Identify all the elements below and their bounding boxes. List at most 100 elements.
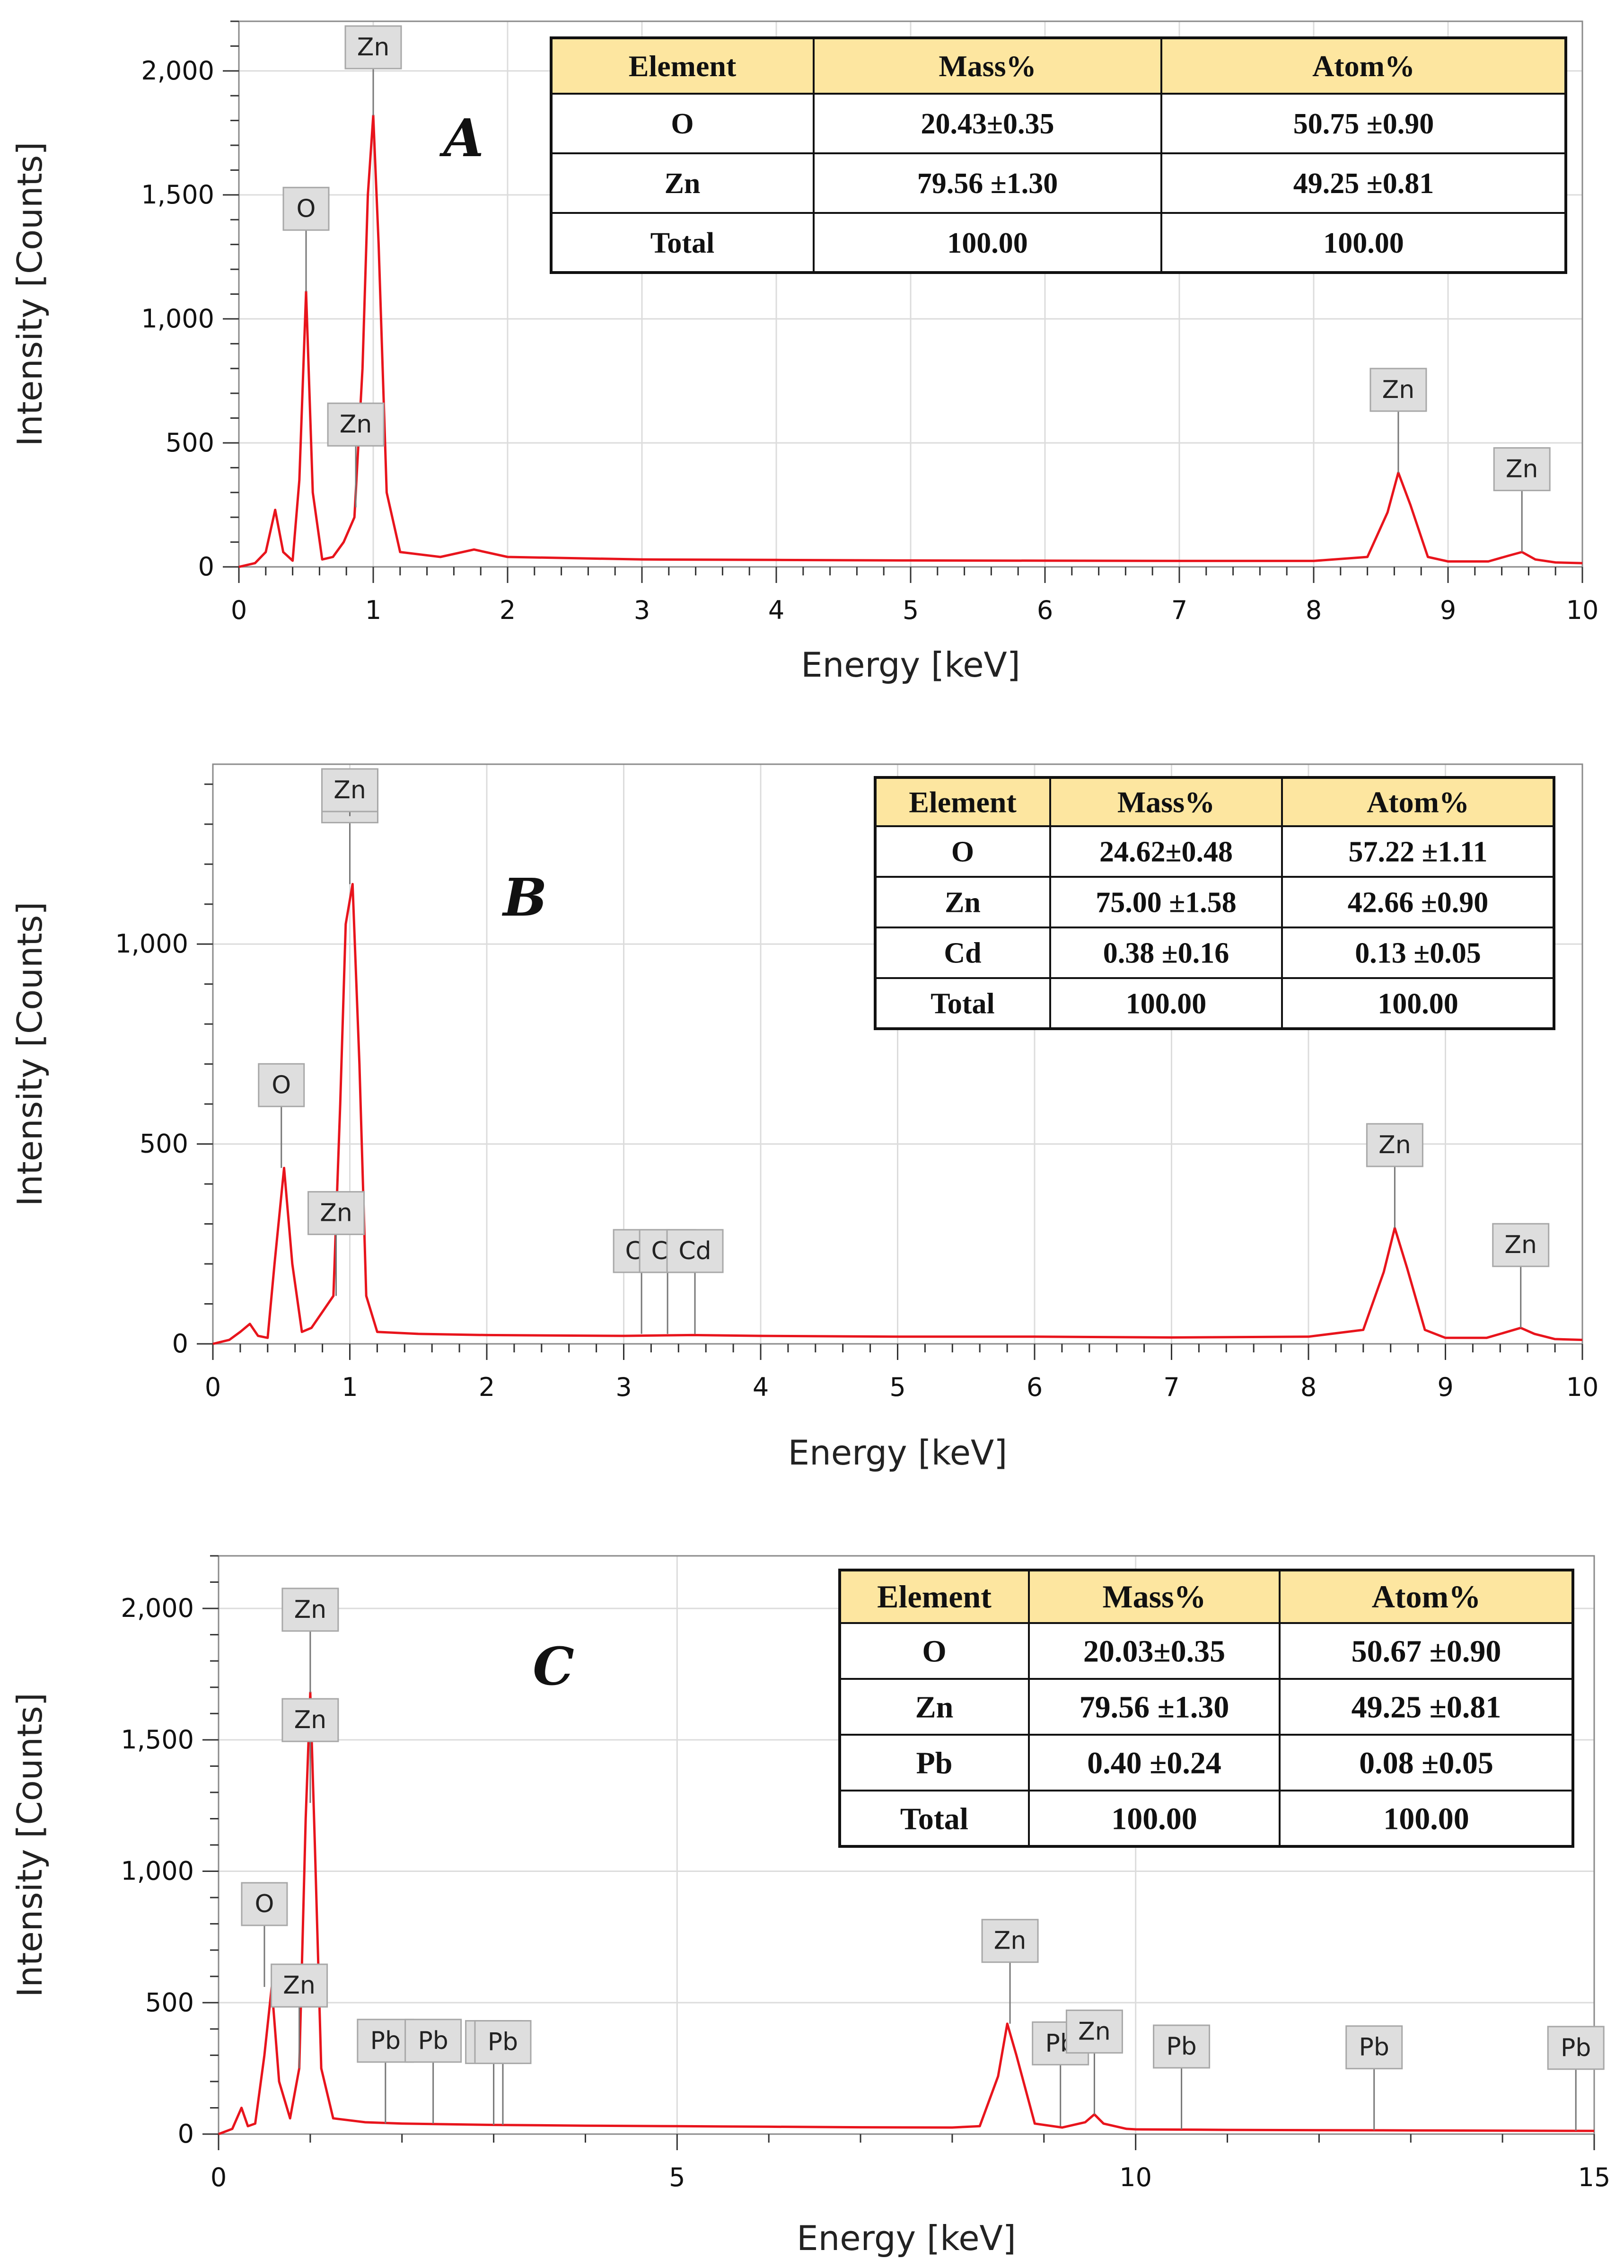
table-cell-text: 100.00: [947, 227, 1028, 259]
peak-label-box: [281, 1698, 339, 1742]
peak-label-text: Zn: [1382, 376, 1415, 404]
peak-label-box: [282, 186, 330, 231]
peak-label-text: O: [272, 1071, 291, 1099]
table-border: [550, 36, 1567, 274]
y-tick-label: 1,500: [121, 1725, 194, 1755]
table-cell-text: 0.38 ±0.16: [1103, 937, 1229, 970]
peak-label-o: O: [241, 1882, 288, 1987]
table-header-cell: [813, 37, 1162, 95]
table-cell: [1028, 1790, 1281, 1847]
table-cell-text: 20.43±0.35: [921, 108, 1054, 140]
y-tick-label: 0: [198, 552, 214, 582]
x-tick-label: 8: [1300, 1372, 1317, 1402]
table-header-text: Mass%: [1117, 785, 1215, 819]
peak-label-o: O: [258, 1063, 305, 1168]
table-cell-text: O: [922, 1634, 946, 1668]
table-cell-text: 100.00: [1323, 227, 1404, 259]
peak-label-text: Zn: [340, 410, 372, 439]
chart-panel-b: 0 1 2 3 4 5 6 7 8 9 10 0 500 1,000 Energy [keV] Intensi…: [10, 763, 1599, 1473]
table-border: [838, 1569, 1574, 1848]
peak-label-zn: Zn: [281, 1588, 339, 1693]
x-tick-label: 0: [205, 1372, 221, 1402]
peak-label-text: Zn: [1378, 1131, 1411, 1159]
chart-panel-a: 0 1 2 3 4 5 6 7 8 9 10 0 500 1,000 1,500 2,000 Energy [k…: [10, 20, 1598, 685]
x-tick-label: 2: [500, 595, 516, 625]
table-cell-text: O: [951, 836, 974, 868]
table-cell-text: Cd: [944, 937, 981, 970]
y-tick-label: 500: [145, 1987, 194, 2017]
peak-label-text: Pb: [1359, 2033, 1389, 2062]
x-tick-label: 0: [231, 595, 247, 625]
x-tick-label: 6: [1027, 1372, 1043, 1402]
table-cell: [1049, 977, 1283, 1030]
peak-label-box: [1366, 1123, 1423, 1167]
table-cell: [1049, 825, 1283, 878]
table-header-text: Element: [909, 785, 1017, 819]
peak-label-box: [1345, 2025, 1403, 2070]
x-tick-label: 5: [669, 2162, 685, 2192]
peak-label-text: Pb: [1166, 2032, 1196, 2061]
peak-label-box: [666, 1229, 724, 1273]
peak-label-zn: Zn: [344, 25, 402, 116]
table-cell-text: 50.75 ±0.90: [1293, 108, 1434, 140]
peak-label-zn: Zn: [327, 402, 385, 508]
table-header-text: Mass%: [939, 49, 1036, 83]
composition-table: Element Mass% Atom% O 20.03±0.35 50.67 ±0.90 Z…: [838, 1569, 1574, 1848]
peak-label-box: [981, 1919, 1039, 1963]
table-cell: [1281, 876, 1555, 928]
x-axis-label: Energy [keV]: [797, 2218, 1016, 2258]
peak-label-zn: Zn: [1492, 1223, 1550, 1328]
peak-label-text: Zn: [334, 776, 366, 804]
y-tick-label: 1,500: [141, 180, 214, 210]
peak-label-box: [1547, 2026, 1605, 2070]
table-cell-text: Zn: [915, 1690, 954, 1724]
table-cell-text: 100.00: [1111, 1801, 1197, 1836]
y-tick-label: 0: [178, 2119, 194, 2149]
table-cell-text: Total: [900, 1801, 968, 1836]
table-cell: [839, 1790, 1030, 1847]
peak-label-zn: Zn: [981, 1919, 1039, 2024]
peak-label-pb: Pb: [474, 2020, 532, 2125]
peak-label-box: [258, 1063, 305, 1107]
table-cell-text: 0.08 ±0.05: [1359, 1746, 1493, 1780]
table-cell-text: 79.56 ±1.30: [917, 168, 1058, 200]
peak-label-box: [241, 1882, 288, 1926]
composition-table: Element Mass% Atom% O 20.43±0.35 50.75 ±0.90 Z…: [550, 36, 1567, 274]
x-tick-label: 10: [1566, 1372, 1599, 1402]
spectrum-line: [218, 1691, 1595, 2136]
x-tick-label: 9: [1440, 595, 1456, 625]
x-tick-label: 0: [211, 2162, 227, 2192]
peak-label-pb: Pb: [1345, 2025, 1403, 2130]
peak-label-text: Pb: [1561, 2034, 1591, 2062]
x-tick-label: 3: [634, 595, 650, 625]
peak-label-zn: Zn: [1065, 2009, 1123, 2115]
table-cell: [1281, 977, 1555, 1030]
table-header-cell: [1279, 1569, 1574, 1624]
x-tick-label: 4: [768, 595, 784, 625]
peak-label-text: Zn: [1504, 1231, 1537, 1259]
peak-label-box: [281, 1588, 339, 1632]
peak-label-text: Zn: [1078, 2017, 1111, 2046]
peak-label-text: Zn: [294, 1596, 327, 1624]
y-axis-label: Intensity [Counts]: [10, 902, 50, 1207]
peak-label-o: O: [282, 186, 330, 292]
table-cell: [1279, 1678, 1574, 1736]
peak-label-box: [1493, 447, 1551, 492]
panel-letter: A: [439, 107, 483, 168]
peak-label-zn: Zn: [271, 1963, 328, 2069]
table-cell-text: Pb: [916, 1746, 952, 1780]
y-axis-label: Intensity [Counts]: [10, 1693, 50, 1997]
peak-label-text: Pb: [418, 2027, 448, 2055]
y-tick-label: 500: [140, 1129, 188, 1159]
table-cell: [1160, 212, 1567, 274]
peak-label-zn: Zn: [1366, 1123, 1423, 1228]
x-tick-label: 1: [365, 595, 381, 625]
chart-panel-c: 0 5 10 15 0 500 1,000 1,500 2,000 Energy [keV] Int…: [10, 1555, 1610, 2258]
table-cell-text: 24.62±0.48: [1099, 836, 1233, 868]
table-header-text: Atom%: [1367, 785, 1469, 819]
peak-label-box: [1065, 2009, 1123, 2054]
x-tick-label: 7: [1171, 595, 1187, 625]
table-cell: [1279, 1790, 1574, 1847]
peak-label-text: Pb: [488, 2028, 518, 2056]
table-header-text: Mass%: [1102, 1579, 1206, 1615]
